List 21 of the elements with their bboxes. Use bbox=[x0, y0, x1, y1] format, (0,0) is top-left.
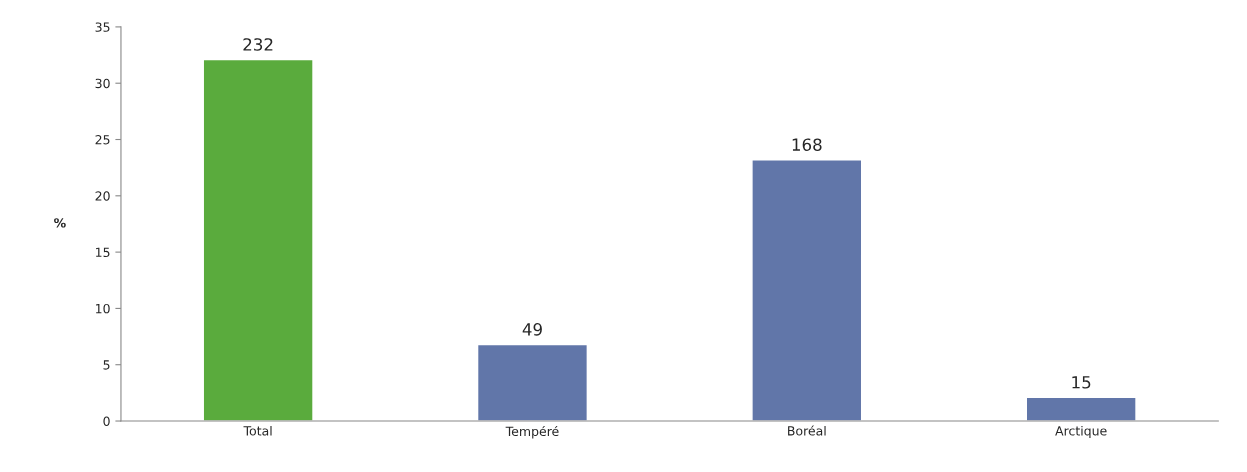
annotation: 15 bbox=[1072, 376, 1091, 389]
y-tick-label: 35 bbox=[95, 22, 110, 32]
x-tick-label: Total bbox=[243, 425, 272, 436]
bar bbox=[202, 58, 314, 422]
y-tick-label: 20 bbox=[95, 191, 110, 201]
annotation: 232 bbox=[243, 38, 273, 51]
y-tick-label: 15 bbox=[96, 247, 110, 258]
annotation: 49 bbox=[522, 323, 542, 336]
y-tick-label: 10 bbox=[96, 303, 110, 314]
x-tick-label: Boréal bbox=[788, 425, 826, 436]
y-tick-label: 30 bbox=[95, 78, 110, 89]
x-tick-label: Arctique bbox=[1055, 425, 1107, 438]
y-tick-label: 0 bbox=[103, 416, 110, 426]
y-axis-title: % bbox=[54, 218, 66, 228]
x-tick-label: Tempéré bbox=[505, 425, 559, 439]
y-tick-label: 25 bbox=[95, 134, 110, 145]
bar bbox=[476, 343, 589, 422]
bar bbox=[1025, 396, 1137, 422]
bar bbox=[751, 159, 863, 422]
y-tick-label: 5 bbox=[103, 360, 110, 370]
annotation: 168 bbox=[792, 138, 822, 151]
